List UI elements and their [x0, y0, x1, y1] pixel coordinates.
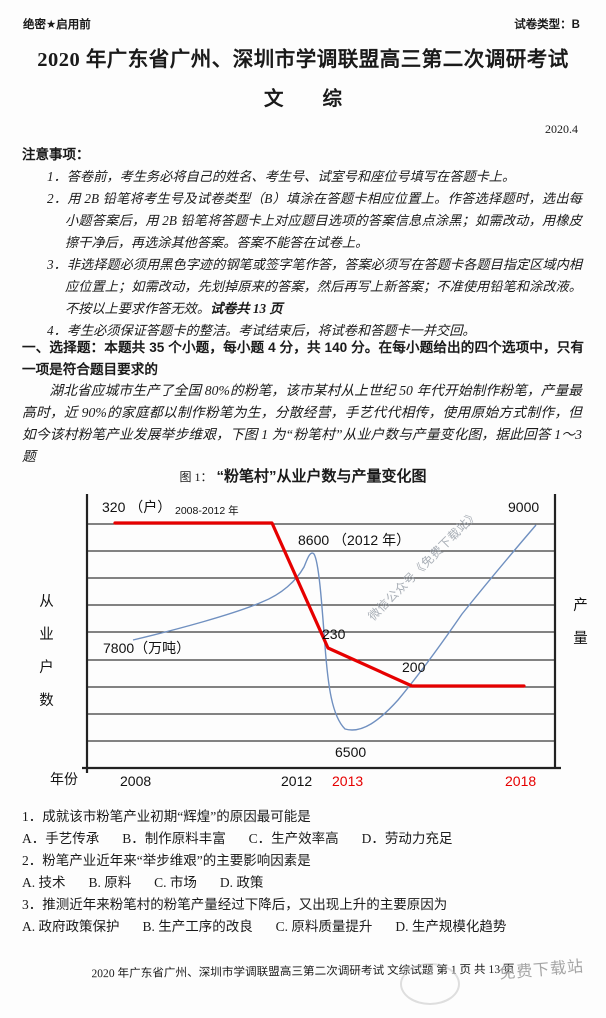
- figure-title: “粉笔村”从业户数与产量变化图: [216, 468, 427, 485]
- q3-option-c: C. 原料质量提升: [275, 919, 373, 934]
- question-1-stem: 1．成就该市粉笔产业初期“辉煌”的原因最可能是: [22, 809, 311, 824]
- paper-type-label: 试卷类型：B: [514, 19, 580, 31]
- q1-option-b: B．制作原料丰富: [122, 831, 226, 846]
- notice-heading: 注意事项：: [22, 147, 90, 162]
- figure-caption: 图 1： “粉笔村”从业户数与产量变化图: [0, 465, 606, 486]
- x-tick-2018: 2018: [505, 773, 537, 789]
- q1-option-d: D．劳动力充足: [361, 831, 453, 846]
- q3-option-b: B. 生产工序的改良: [142, 919, 253, 934]
- question-3-options: A. 政府政策保护 B. 生产工序的改良 C. 原料质量提升 D. 生产规模化趋势: [22, 916, 584, 938]
- q1-option-a: A．手艺传承: [22, 831, 100, 846]
- header-row: 绝密★启用前 试卷类型：B: [23, 16, 580, 32]
- footer-watermark: 免费下载站: [498, 958, 585, 983]
- figure-number: 图 1：: [179, 470, 213, 484]
- period-label: 2008-2012 年: [175, 505, 239, 517]
- households-peak-label: 320 （户）: [102, 499, 172, 515]
- stamp-watermark-circle: [400, 963, 460, 1005]
- households-230-label: 230: [322, 626, 346, 642]
- x-tick-2008: 2008: [120, 773, 152, 789]
- classification-label: 绝密★启用前: [23, 19, 91, 31]
- q1-option-c: C．生产效率高: [248, 831, 339, 846]
- line-chart: 320 （户） 2008-2012 年 8600 （2012 年） 230 20…: [10, 488, 600, 800]
- questions-block: 1．成就该市粉笔产业初期“辉煌”的原因最可能是 A．手艺传承 B．制作原料丰富 C．…: [22, 806, 584, 938]
- chart-canvas: [82, 494, 561, 773]
- q3-option-d: D. 生产规模化趋势: [395, 919, 507, 934]
- production-peak-label: 8600 （2012 年）: [298, 532, 411, 548]
- production-min-label: 6500: [335, 744, 367, 760]
- question-passage: 湖北省应城市生产了全国 80%的粉笔，该市某村从上世纪 50 年代开始制作粉笔，…: [22, 383, 582, 464]
- notice-item-1: 1．答卷前，考生务必将自己的姓名、考生号、试室号和座位号填写在答题卡上。: [47, 169, 516, 184]
- y-axis-left-label: 从业户数: [39, 594, 54, 709]
- q2-option-c: C. 市场: [154, 875, 197, 890]
- subject-title: 文 综: [263, 88, 342, 110]
- production-start-label: 7800（万吨）: [103, 640, 191, 656]
- chart-axes: [82, 494, 561, 773]
- notice-item-4: 4．考生必须保证答题卡的整洁。考试结束后，将试卷和答题卡一并交回。: [47, 323, 476, 338]
- question-3-stem: 3．推测近年来粉笔村的粉笔产量经过下降后，又出现上升的主要原因为: [22, 897, 448, 912]
- question-2-options: A. 技术 B. 原料 C. 市场 D. 政策: [22, 872, 584, 894]
- q3-option-a: A. 政府政策保护: [22, 919, 120, 934]
- notice-item-3-text: 3．非选择题必须用黑色字迹的钢笔或签字笔作答，答案必须写在答题卡各题目指定区域内…: [47, 257, 582, 316]
- x-tick-2013: 2013: [332, 773, 364, 789]
- y-axis-right-label: 产量: [573, 598, 588, 647]
- households-200-label: 200: [402, 659, 426, 675]
- notice-block: 注意事项： 1．答卷前，考生务必将自己的姓名、考生号、试室号和座位号填写在答题卡…: [22, 144, 582, 342]
- notice-item-3: 3．非选择题必须用黑色字迹的钢笔或签字笔作答，答案必须写在答题卡各题目指定区域内…: [47, 254, 582, 320]
- exam-title: 2020 年广东省广州、深圳市学调联盟高三第二次调研考试: [37, 49, 569, 71]
- section-one-heading: 一、选择题：本题共 35 个小题，每小题 4 分，共 140 分。在每小题给出的…: [22, 340, 584, 377]
- notice-item-2: 2．用 2B 铅笔将考生号及试卷类型（B）填涂在答题卡相应位置上。作答选择题时，…: [47, 191, 582, 250]
- q2-option-b: B. 原料: [88, 875, 132, 890]
- q2-option-d: D. 政策: [219, 875, 264, 890]
- production-line: [132, 524, 537, 731]
- x-axis-label: 年份: [50, 771, 78, 787]
- notice-item-3-pages: 试卷共 13 页: [210, 301, 283, 316]
- question-2-stem: 2．粉笔产业近年来“举步维艰”的主要影响因素是: [22, 853, 311, 868]
- x-tick-2012: 2012: [281, 773, 313, 789]
- exam-date: 2020.4: [545, 122, 578, 136]
- households-line: [113, 521, 526, 688]
- question-1-options: A．手艺传承 B．制作原料丰富 C．生产效率高 D．劳动力充足: [22, 828, 584, 850]
- q2-option-a: A. 技术: [22, 875, 66, 890]
- production-max-label: 9000: [508, 499, 540, 515]
